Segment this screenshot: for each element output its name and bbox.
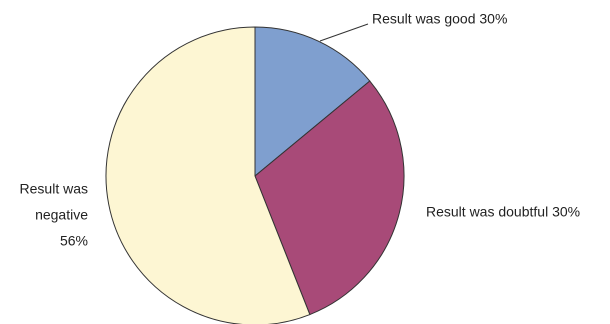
pie-slice [254, 80, 405, 316]
slice-label: 56% [60, 233, 88, 249]
pie [105, 26, 405, 324]
slice-label: Result was doubtful 30% [426, 204, 580, 220]
pie-slice [254, 26, 371, 178]
slice-label: negative [35, 207, 88, 223]
slice-label: Result was good 30% [372, 11, 507, 27]
slice-label: Result was [20, 181, 88, 197]
leader-line [319, 23, 369, 42]
pie-labels: Result was good 30% Result was doubtful 3… [20, 11, 581, 249]
